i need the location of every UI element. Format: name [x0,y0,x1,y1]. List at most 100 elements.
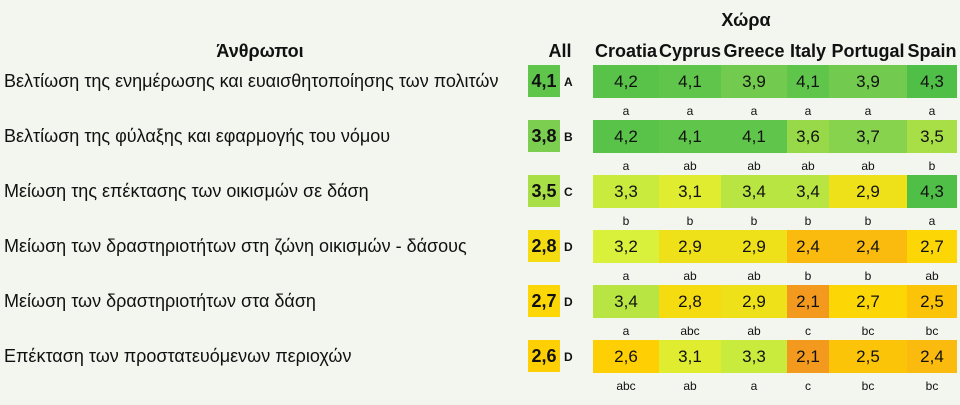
heatmap-cell: 4,1 [721,120,787,153]
heatmap-cell: 2,4 [907,340,957,373]
significance-letters: ab [683,159,697,173]
significance-letters: abc [616,379,636,393]
all-value-cell: 3,5 [528,175,560,207]
significance-letters: a [622,104,630,118]
heatmap-cell: 3,9 [829,65,907,98]
heatmap-cell: 2,9 [721,285,787,318]
row-label: Μείωση των δραστηριοτήτων στα δάση [4,291,316,311]
heatmap-cell: 2,7 [829,285,907,318]
heatmap-cell: 3,6 [787,120,829,153]
all-value-cell: 2,7 [528,285,560,317]
significance-letters: ab [683,379,697,393]
significance-letters: a [928,214,936,228]
heatmap-cell: 4,2 [593,120,659,153]
heatmap-cell: 4,1 [659,120,721,153]
all-value-cell: 2,8 [528,230,560,262]
significance-letters: a [928,104,936,118]
significance-letters: ab [683,269,697,283]
significance-letters: ab [801,159,815,173]
all-group-letter: D [564,295,573,309]
row-label: Βελτίωση της φύλαξης και εφαρμογής του ν… [4,126,391,146]
significance-letters: abc [680,324,700,338]
heatmap-cell: 2,8 [659,285,721,318]
heatmap-cell: 2,7 [907,230,957,263]
col-header-croatia: Croatia [594,41,657,61]
significance-letters: a [864,104,872,118]
significance-letters: b [750,214,758,228]
significance-letters: ab [747,159,761,173]
significance-letters: a [750,379,758,393]
significance-letters: b [864,269,872,283]
heatmap-cell: 3,1 [659,340,721,373]
heatmap-cell: 2,9 [721,230,787,263]
table-title: Άνθρωποι [216,41,304,61]
significance-letters: a [686,104,694,118]
heatmap-cell: 4,1 [787,65,829,98]
significance-letters: b [864,214,872,228]
row-label: Μείωση της επέκτασης των οικισμών σε δάσ… [4,181,369,201]
heatmap-cell: 2,4 [787,230,829,263]
heatmap-cell: 3,2 [593,230,659,263]
all-group-letter: A [564,75,573,89]
heatmap-cell: 2,9 [659,230,721,263]
heatmap-cell: 3,4 [787,175,829,208]
heatmap-cell: 3,9 [721,65,787,98]
col-header-cyprus: Cyprus [659,41,722,61]
all-group-letter: B [564,130,573,144]
heatmap-cell: 3,1 [659,175,721,208]
significance-letters: b [928,159,936,173]
heatmap-cell: 4,2 [593,65,659,98]
significance-letters: b [804,214,812,228]
all-group-letter: D [564,350,573,364]
heatmap-cell: 3,7 [829,120,907,153]
heatmap-cell: 2,1 [787,340,829,373]
significance-letters: a [804,104,812,118]
col-header-portugal: Portugal [831,41,905,61]
significance-letters: bc [861,379,875,393]
all-value-cell: 4,1 [528,65,560,97]
significance-letters: b [804,269,812,283]
country-group-header: Χώρα [721,10,771,30]
significance-letters: ab [747,269,761,283]
heatmap-cell: 2,4 [829,230,907,263]
col-header-greece: Greece [723,41,785,61]
all-group-letter: D [564,240,573,254]
col-header-spain: Spain [907,41,957,61]
heatmap-cell: 3,3 [593,175,659,208]
heatmap-cell: 4,3 [907,65,957,98]
heatmap-cell: 3,4 [593,285,659,318]
heatmap-cell: 2,5 [829,340,907,373]
heatmap-cell: 3,4 [721,175,787,208]
significance-letters: a [622,269,630,283]
significance-letters: a [622,324,630,338]
significance-letters: ab [861,159,875,173]
row-label: Επέκταση των προστατευόμενων περιοχών [4,346,352,366]
all-column-header: All [548,41,572,61]
significance-letters: bc [925,324,939,338]
significance-letters: bc [861,324,875,338]
heatmap-cell: 2,9 [829,175,907,208]
all-group-letter: C [564,185,573,199]
all-value-cell: 2,6 [528,340,560,372]
significance-letters: bc [925,379,939,393]
col-header-italy: Italy [789,41,827,61]
heatmap-cell: 2,1 [787,285,829,318]
row-label: Βελτίωση της ενημέρωσης και ευαισθητοποί… [4,71,499,91]
significance-letters: c [805,324,811,338]
heatmap-cell: 3,3 [721,340,787,373]
significance-letters: a [750,104,758,118]
significance-letters: ab [925,269,939,283]
significance-letters: b [622,214,630,228]
row-label: Μείωση των δραστηριοτήτων στη ζώνη οικισ… [4,236,467,256]
heatmap-cell: 2,5 [907,285,957,318]
significance-letters: ab [747,324,761,338]
heatmap-cell: 4,3 [907,175,957,208]
heatmap-cell: 2,6 [593,340,659,373]
significance-letters: a [622,159,630,173]
heatmap-cell: 4,1 [659,65,721,98]
significance-letters: b [686,214,694,228]
all-value-cell: 3,8 [528,120,560,152]
significance-letters: c [805,379,811,393]
heatmap-cell: 3,5 [907,120,957,153]
